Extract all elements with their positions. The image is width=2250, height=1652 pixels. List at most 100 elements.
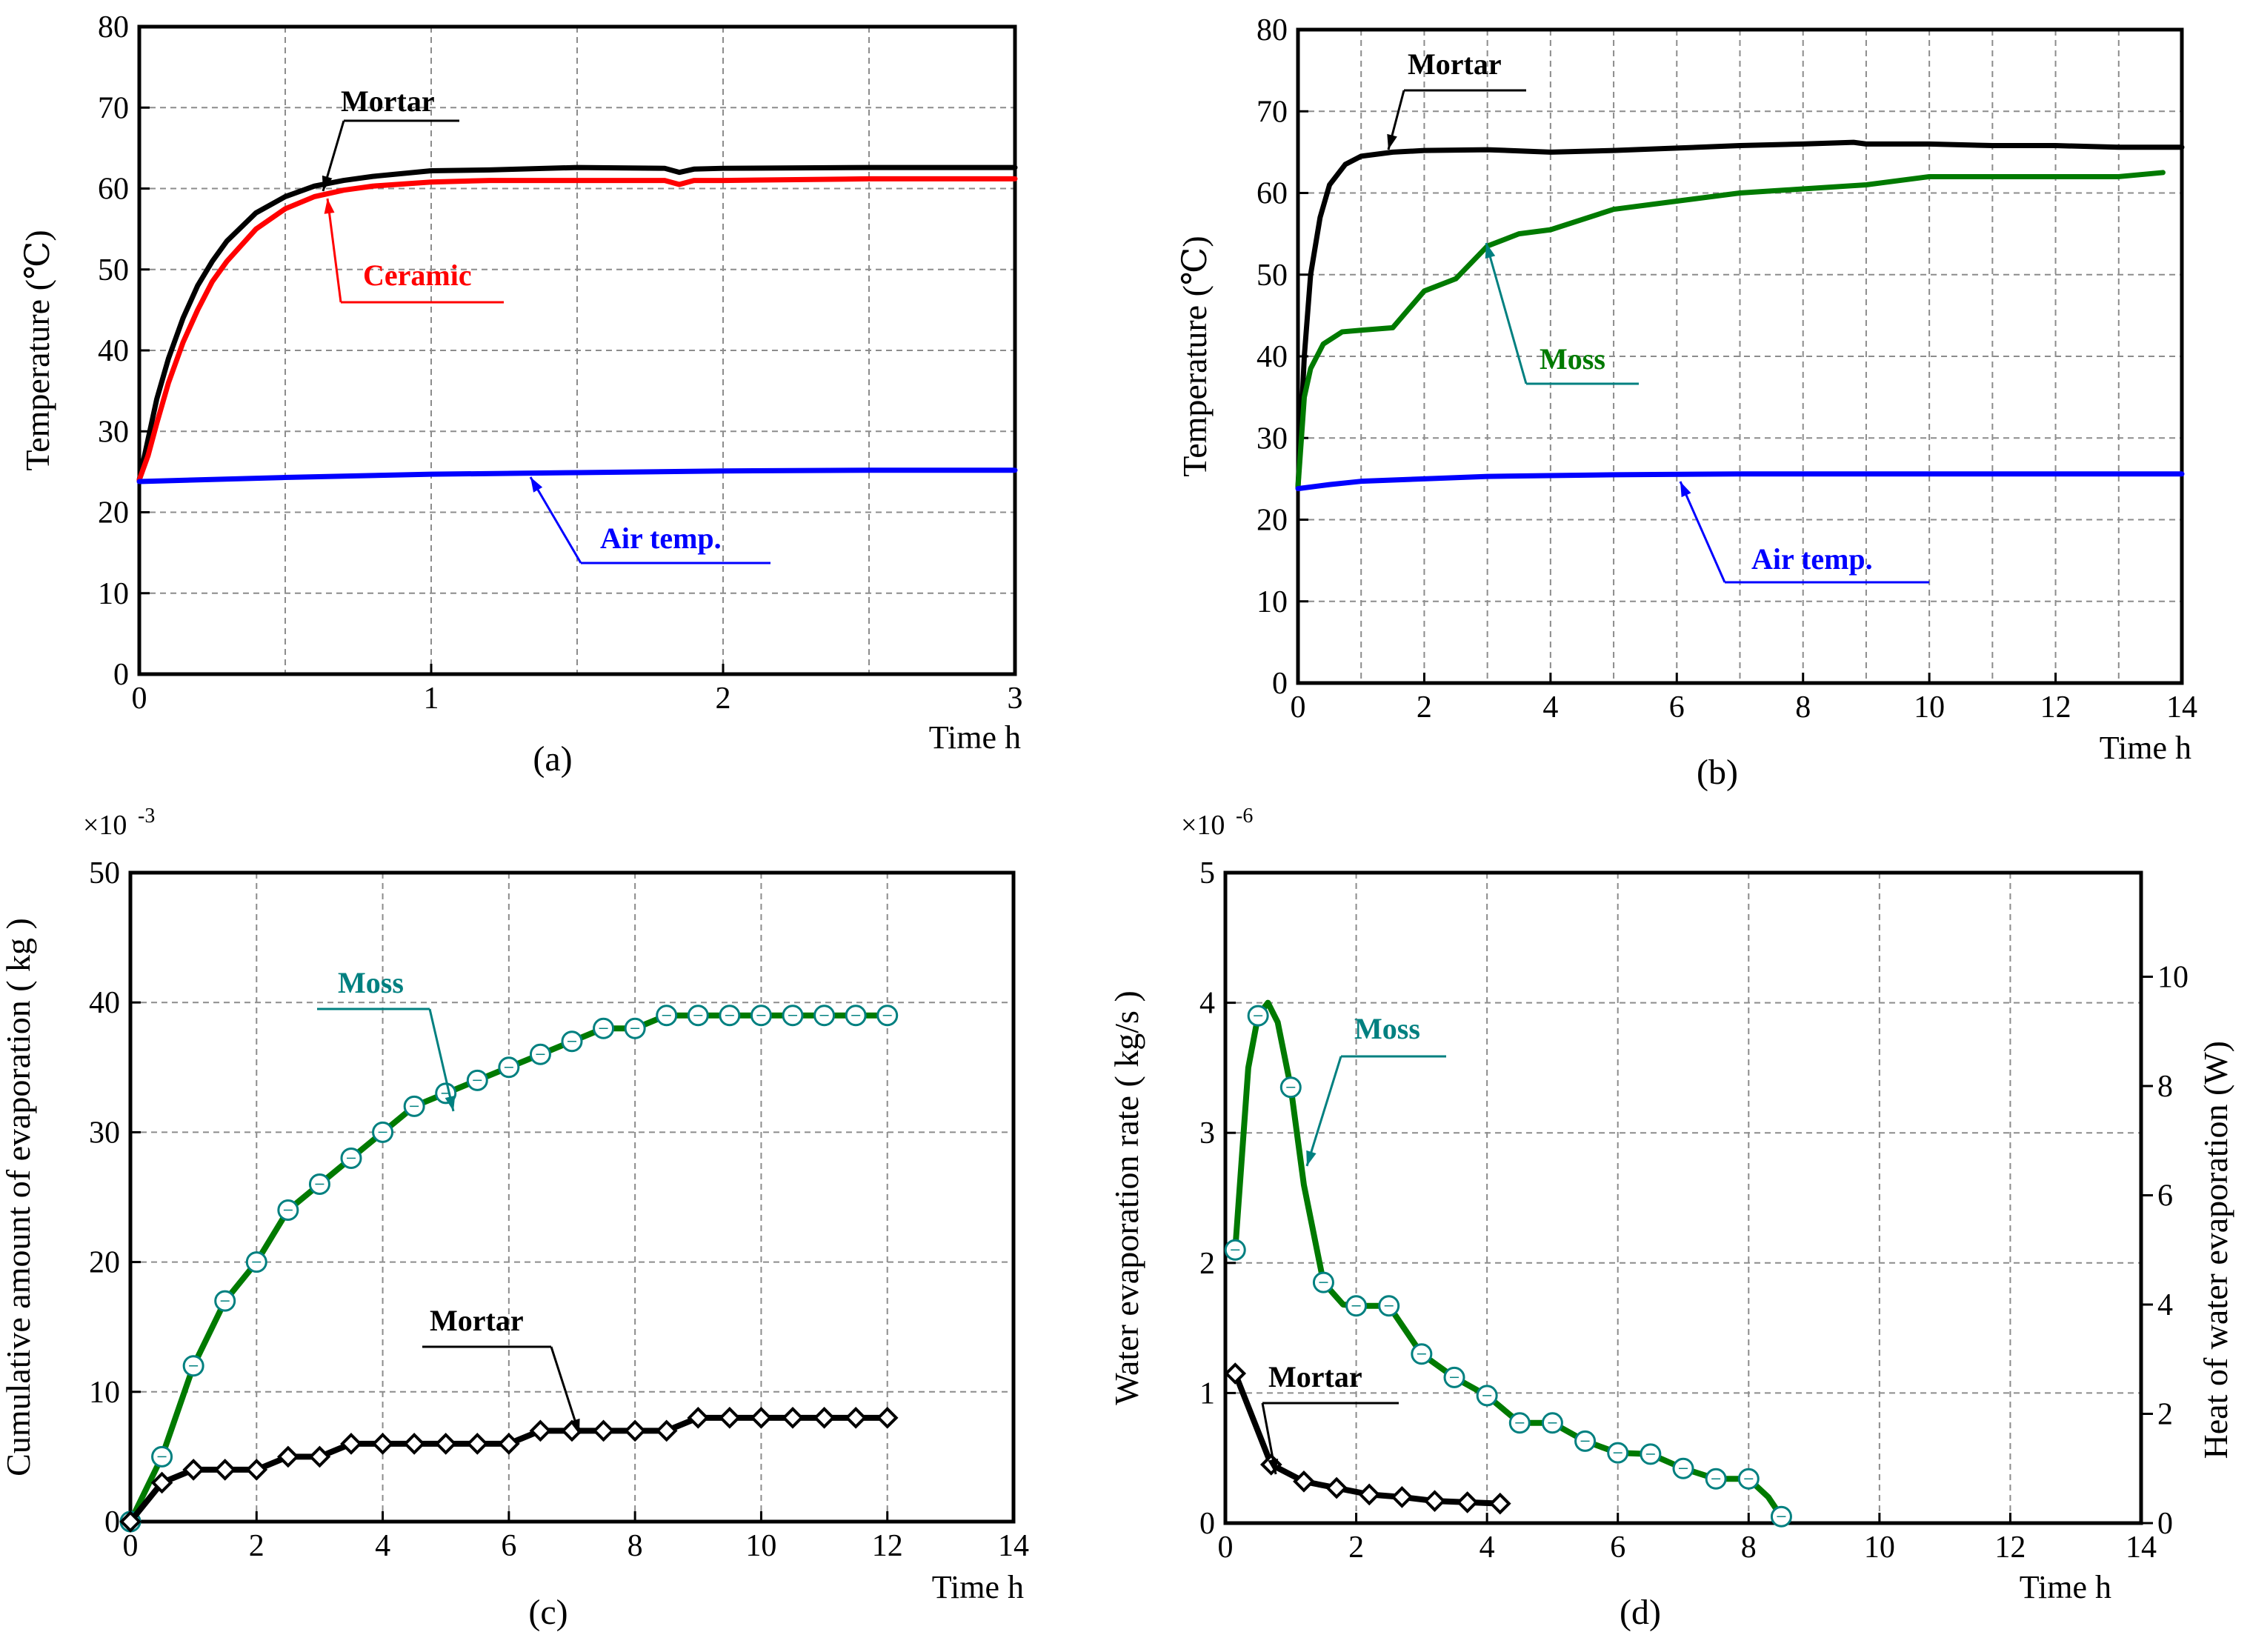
series-label: Mortar: [430, 1304, 524, 1337]
x-tick-label: 6: [1610, 1531, 1625, 1565]
plot-frame: [1223, 870, 2143, 1525]
leader-arrowhead: [445, 1095, 456, 1111]
grid-lines: [130, 873, 1014, 1522]
data-point: [119, 1511, 142, 1533]
data-point: [213, 1459, 236, 1481]
y-tick-label: 50: [89, 856, 120, 890]
leader-arrowhead: [1306, 1150, 1317, 1166]
panel-label: (a): [533, 739, 572, 779]
y-tick-label: 40: [89, 986, 120, 1020]
series-line: [136, 176, 1018, 483]
secondary-y-axis: 0 2 4 6 8 10 Heat of water evaporation (W): [2140, 960, 2234, 1541]
data-point: [687, 1407, 710, 1429]
series-annotation: Moss: [1485, 242, 1639, 385]
x-tick-label: 0: [123, 1529, 139, 1563]
series-mortar: Mortar: [1224, 1360, 1511, 1515]
series-label: Mortar: [1408, 47, 1502, 81]
y-tick-label: 60: [1257, 177, 1288, 211]
y-axis-label: Cumulative amount of evaporation ( kg ): [0, 918, 37, 1476]
x-tick-label: 8: [1741, 1531, 1757, 1565]
grid-lines: [1225, 873, 2141, 1523]
series-label: Moss: [1354, 1012, 1420, 1045]
leader-arrowhead: [324, 199, 335, 214]
x-axis-label: Time h: [2020, 1569, 2111, 1605]
leader-arrowhead: [530, 477, 543, 493]
series-mortar: Mortar: [119, 1304, 899, 1533]
series-line: [136, 164, 1018, 483]
y-tick-label: 10: [1257, 585, 1288, 619]
leader-line: [428, 1008, 455, 1112]
data-point: [1293, 1470, 1315, 1493]
y-tick-label: 20: [1257, 504, 1288, 538]
data-point: [340, 1433, 362, 1455]
axis-multiplier: ×10: [1181, 810, 1225, 841]
x-tick-label: 8: [1795, 690, 1811, 725]
axis-multiplier-exponent: -3: [138, 805, 155, 827]
leader-line: [1485, 242, 1528, 384]
y-tick-label: 10: [98, 577, 129, 611]
y-tick-label: 60: [98, 173, 129, 207]
data-point: [277, 1445, 299, 1468]
data-point: [876, 1407, 899, 1429]
series-line: [1295, 471, 2185, 492]
series-annotation: Mortar: [422, 1304, 581, 1435]
data-point: [655, 1419, 678, 1442]
plot-frame: [137, 24, 1017, 676]
y-tick-label: 70: [1257, 95, 1288, 129]
x-tick-label: 3: [1008, 682, 1023, 716]
x-tick-label: 2: [1417, 690, 1432, 725]
data-point: [403, 1433, 425, 1455]
data-point: [1224, 1362, 1247, 1385]
y-tick-label: 50: [1257, 259, 1288, 293]
series-mortar: Mortar: [1295, 47, 2185, 490]
x-tick-label: 12: [872, 1529, 903, 1563]
x-tick-label: 0: [1218, 1531, 1234, 1565]
leader-arrowhead: [322, 175, 333, 191]
data-point: [782, 1407, 804, 1429]
leader-line: [550, 1346, 581, 1435]
data-point: [1423, 1490, 1446, 1512]
x-tick-label: 14: [998, 1529, 1029, 1563]
series-line: [1232, 999, 1785, 1520]
x-tick-label: 0: [1291, 690, 1306, 725]
y-tick-label: 1: [1199, 1376, 1215, 1410]
axis-multiplier: ×10: [83, 810, 127, 841]
x-axis-label: Time h: [932, 1569, 1024, 1605]
data-point: [813, 1407, 836, 1429]
y-tick-label: 80: [98, 10, 129, 44]
series-annotation: Mortar: [1387, 47, 1526, 150]
x-tick-label: 2: [1348, 1531, 1364, 1565]
series-air-temp-: Air temp.: [136, 467, 1018, 564]
leader-arrowhead: [1268, 1459, 1279, 1474]
panel-label: (d): [1620, 1593, 1661, 1632]
series-line: [136, 467, 1018, 484]
x-tick-label: 2: [249, 1529, 264, 1563]
series-line: [1295, 170, 2166, 490]
x-tick-label: 4: [1480, 1531, 1495, 1565]
y-axis-label: Water evaporation rate ( kg/s ): [1108, 990, 1145, 1405]
grid-lines: [139, 27, 1015, 674]
x-tick-label: 10: [745, 1529, 776, 1563]
plot-frame: [1296, 27, 2184, 685]
y-tick-label: 4: [1199, 987, 1215, 1021]
y-tick-label: 5: [1199, 856, 1215, 890]
data-point: [182, 1459, 204, 1481]
data-point: [1325, 1476, 1348, 1499]
y-tick-label: 2: [1199, 1247, 1215, 1281]
x-tick-label: 0: [132, 682, 147, 716]
series-annotation: Air temp.: [529, 476, 770, 564]
data-point: [466, 1433, 489, 1455]
data-point: [719, 1407, 741, 1429]
y-tick-label: 0: [104, 1505, 120, 1539]
x-tick-label: 12: [2040, 690, 2071, 725]
axis-multiplier-exponent: -6: [1236, 805, 1253, 827]
secondary-y-tick-label: 10: [2157, 960, 2189, 994]
series-mortar: Mortar: [136, 84, 1018, 483]
series-annotation: Ceramic: [324, 198, 504, 304]
leader-line: [326, 198, 342, 303]
series-air-temp-: Air temp.: [1295, 471, 2185, 584]
secondary-y-tick-label: 8: [2157, 1070, 2173, 1104]
